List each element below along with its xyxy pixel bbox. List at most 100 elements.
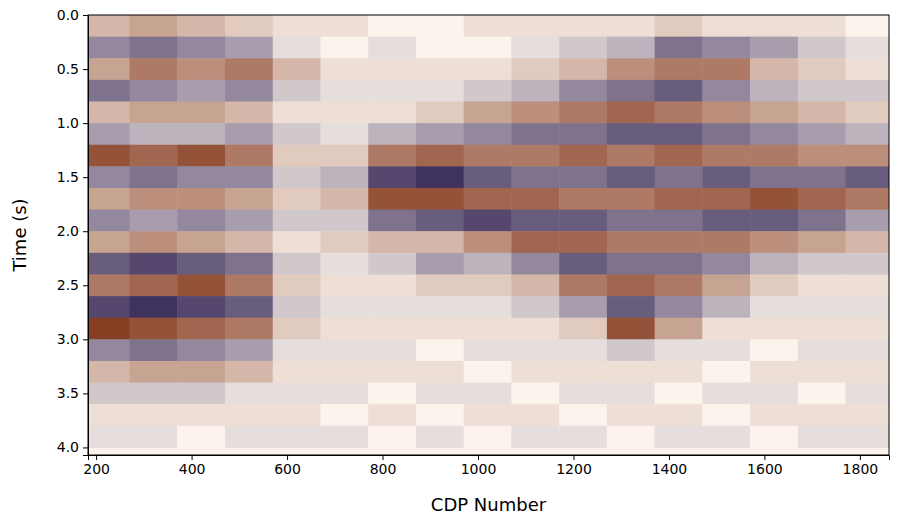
cell: [130, 166, 178, 188]
cell: [177, 210, 225, 232]
tick: 1400: [652, 455, 688, 477]
tick-mark: [83, 69, 88, 70]
axis-line: [89, 456, 890, 461]
cell: [225, 210, 273, 232]
cell: [416, 15, 464, 37]
cell: [320, 404, 368, 426]
cell: [130, 37, 178, 59]
cell: [511, 80, 559, 102]
cell: [559, 123, 607, 145]
plot-frame: [88, 15, 889, 455]
tick-label: 600: [274, 461, 301, 477]
cell: [702, 58, 750, 80]
cell: [177, 123, 225, 145]
cell: [511, 15, 559, 37]
cell: [750, 318, 798, 340]
tick-label: 200: [83, 461, 110, 477]
cell: [559, 231, 607, 253]
cell: [177, 339, 225, 361]
cell: [225, 37, 273, 59]
tick: 200: [83, 455, 110, 477]
cell: [130, 426, 178, 448]
cell: [177, 15, 225, 37]
cell: [702, 253, 750, 275]
cell: [702, 274, 750, 296]
cell: [88, 166, 130, 188]
cell: [320, 101, 368, 123]
cell: [320, 188, 368, 210]
cell: [798, 339, 846, 361]
cell: [655, 253, 703, 275]
cell: [702, 339, 750, 361]
cell: [177, 253, 225, 275]
cell: [273, 123, 321, 145]
cell: [798, 231, 846, 253]
cell: [702, 101, 750, 123]
cell: [511, 145, 559, 167]
cell: [798, 80, 846, 102]
cell: [320, 210, 368, 232]
y-axis-title: Time (s): [9, 198, 30, 272]
cell: [320, 296, 368, 318]
cell: [130, 253, 178, 275]
cell: [511, 318, 559, 340]
tick: 1200: [556, 455, 592, 477]
cell: [88, 15, 130, 37]
cell: [702, 404, 750, 426]
cell: [320, 37, 368, 59]
cell: [88, 58, 130, 80]
cell: [846, 58, 889, 80]
cell: [464, 361, 512, 383]
cell: [416, 166, 464, 188]
cell: [273, 80, 321, 102]
cell: [225, 58, 273, 80]
cell: [559, 253, 607, 275]
cell: [798, 123, 846, 145]
cell: [130, 383, 178, 405]
cell: [416, 101, 464, 123]
cell: [607, 426, 655, 448]
cell: [368, 166, 416, 188]
cell: [750, 253, 798, 275]
cell: [750, 166, 798, 188]
cell: [511, 383, 559, 405]
tick-label: 400: [179, 461, 206, 477]
cell: [177, 426, 225, 448]
cell: [273, 274, 321, 296]
tick: 400: [179, 455, 206, 477]
y-axis: 0.00.51.01.52.02.53.03.54.0: [57, 7, 89, 456]
cell: [130, 296, 178, 318]
cell: [464, 101, 512, 123]
cell: [88, 210, 130, 232]
cell: [88, 145, 130, 167]
cell: [368, 339, 416, 361]
tick-mark: [83, 339, 88, 340]
cell: [655, 383, 703, 405]
cell: [88, 383, 130, 405]
cell: [464, 37, 512, 59]
cell: [846, 361, 889, 383]
cell: [655, 145, 703, 167]
cell: [273, 166, 321, 188]
cell: [846, 383, 889, 405]
cell: [846, 37, 889, 59]
cell: [511, 274, 559, 296]
cell: [177, 145, 225, 167]
cell: [320, 123, 368, 145]
cell: [607, 253, 655, 275]
cell: [702, 188, 750, 210]
cell: [702, 318, 750, 340]
cell: [88, 253, 130, 275]
cell: [511, 37, 559, 59]
cell: [798, 253, 846, 275]
tick-label: 1.5: [57, 169, 79, 185]
cell: [511, 253, 559, 275]
cell: [750, 188, 798, 210]
cell: [607, 80, 655, 102]
cell: [846, 231, 889, 253]
cell: [177, 274, 225, 296]
cell: [273, 58, 321, 80]
cell: [320, 253, 368, 275]
cell: [130, 274, 178, 296]
cell: [655, 318, 703, 340]
